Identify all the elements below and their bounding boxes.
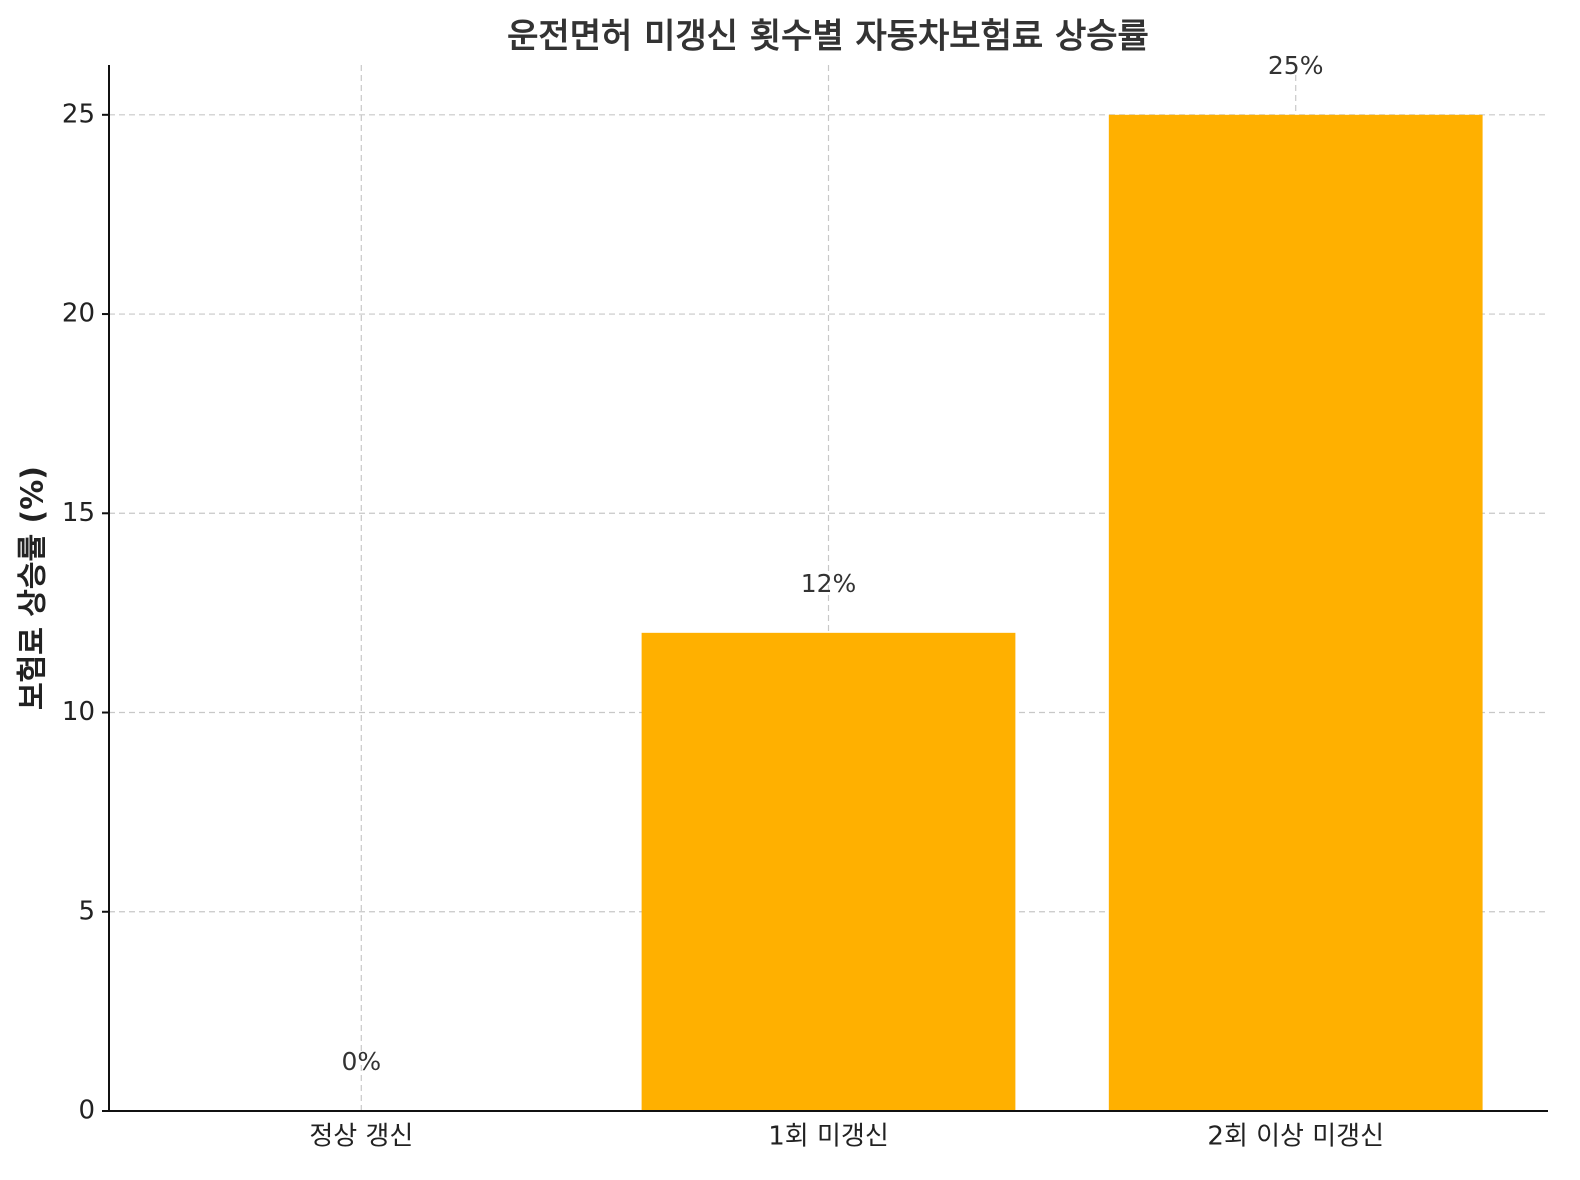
value-label: 0% <box>341 1047 381 1076</box>
y-tick-label: 5 <box>78 896 95 926</box>
y-tick-label: 15 <box>62 498 95 528</box>
y-tick-label: 0 <box>78 1096 95 1126</box>
bar <box>641 632 1016 1111</box>
chart-title: 운전면허 미갱신 횟수별 자동차보험료 상승률 <box>507 17 1149 57</box>
value-label: 25% <box>1268 51 1324 80</box>
bar <box>1108 114 1483 1112</box>
x-tick-label: 2회 이상 미갱신 <box>1207 1122 1384 1152</box>
y-tick-label: 25 <box>62 99 95 129</box>
value-label: 12% <box>801 569 857 598</box>
x-tick-label: 정상 갱신 <box>309 1122 413 1152</box>
y-axis-label: 보험료 상승률 (%) <box>16 466 51 710</box>
y-tick-label: 20 <box>62 299 95 329</box>
y-tick-label: 10 <box>62 697 95 727</box>
x-tick-label: 1회 미갱신 <box>768 1122 889 1152</box>
